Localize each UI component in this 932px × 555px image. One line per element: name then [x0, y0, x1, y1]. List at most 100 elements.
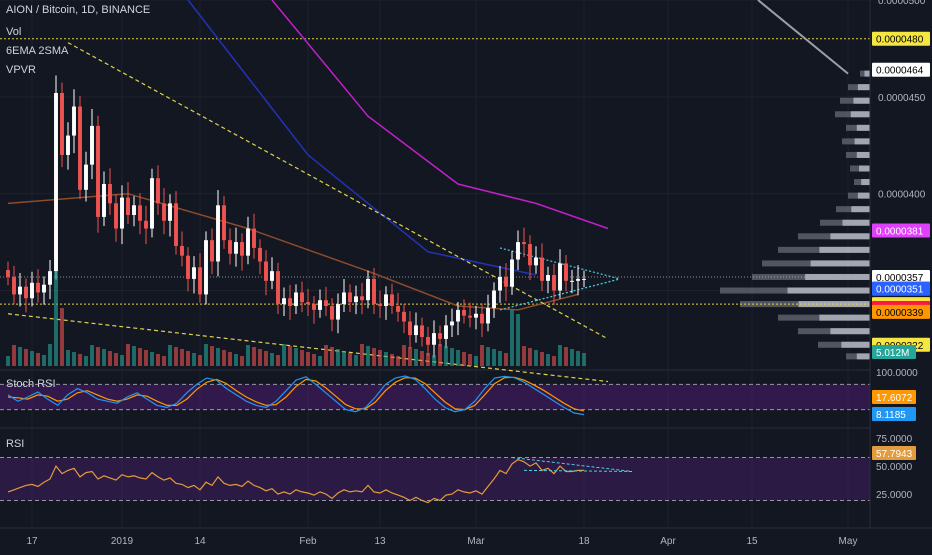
price-badge[interactable] — [872, 62, 930, 77]
candle-body[interactable] — [510, 259, 514, 287]
volume-bar[interactable] — [132, 346, 136, 366]
volume-bar[interactable] — [540, 352, 544, 366]
volume-bar[interactable] — [534, 350, 538, 366]
candle-body[interactable] — [492, 290, 496, 308]
candle-body[interactable] — [228, 240, 232, 254]
candle-body[interactable] — [564, 263, 568, 281]
volume-bar[interactable] — [492, 349, 496, 366]
ma-magenta-line[interactable] — [271, 0, 609, 230]
candle-body[interactable] — [138, 205, 142, 221]
candle-body[interactable] — [402, 311, 406, 322]
volume-bar[interactable] — [384, 352, 388, 366]
volume-bar[interactable] — [174, 347, 178, 366]
volume-bar[interactable] — [270, 353, 274, 366]
candle-body[interactable] — [42, 284, 46, 293]
volume-legend[interactable]: Vol — [6, 26, 22, 38]
volume-bar[interactable] — [294, 348, 298, 366]
candle-body[interactable] — [168, 203, 172, 221]
volume-bar[interactable] — [186, 351, 190, 366]
candle-body[interactable] — [210, 240, 214, 262]
price-badge[interactable] — [872, 31, 930, 46]
volume-bar[interactable] — [210, 346, 214, 366]
candle-body[interactable] — [528, 244, 532, 266]
candle-body[interactable] — [96, 125, 100, 217]
volume-badge[interactable] — [872, 345, 916, 359]
candle-body[interactable] — [540, 257, 544, 281]
candle-body[interactable] — [264, 261, 268, 281]
candle-body[interactable] — [576, 278, 580, 281]
volume-bar[interactable] — [336, 349, 340, 366]
volume-bar[interactable] — [6, 356, 10, 366]
volume-bar[interactable] — [222, 350, 226, 366]
volume-bar[interactable] — [516, 314, 520, 366]
candle-body[interactable] — [336, 304, 340, 320]
volume-bar[interactable] — [432, 355, 436, 366]
candle-body[interactable] — [468, 315, 472, 318]
candle-body[interactable] — [420, 325, 424, 338]
volume-bar[interactable] — [480, 345, 484, 366]
volume-bar[interactable] — [312, 354, 316, 366]
candle-body[interactable] — [294, 292, 298, 307]
volume-bar[interactable] — [264, 351, 268, 366]
volume-bar[interactable] — [414, 349, 418, 366]
candle-body[interactable] — [270, 271, 274, 281]
volume-bar[interactable] — [216, 348, 220, 366]
candle-body[interactable] — [300, 292, 304, 303]
volume-bar[interactable] — [192, 353, 196, 366]
candle-body[interactable] — [120, 197, 124, 229]
volume-bar[interactable] — [18, 347, 22, 366]
candle-body[interactable] — [582, 278, 586, 280]
candle-body[interactable] — [354, 296, 358, 303]
volume-bar[interactable] — [240, 356, 244, 366]
candle-body[interactable] — [78, 106, 82, 190]
volume-bar[interactable] — [372, 348, 376, 366]
volume-bar[interactable] — [558, 345, 562, 366]
rsi-legend[interactable]: RSI — [6, 438, 25, 450]
rsi-line[interactable] — [7, 458, 584, 504]
candle-body[interactable] — [108, 184, 112, 204]
candle-body[interactable] — [426, 337, 430, 345]
candle-body[interactable] — [234, 242, 238, 254]
volume-bar[interactable] — [474, 356, 478, 366]
volume-bar[interactable] — [390, 354, 394, 366]
candle-body[interactable] — [48, 271, 52, 285]
price-badge[interactable] — [872, 269, 930, 284]
candle-body[interactable] — [384, 294, 388, 307]
candle-body[interactable] — [246, 228, 250, 256]
volume-bar[interactable] — [72, 352, 76, 366]
candle-body[interactable] — [522, 242, 526, 245]
candle-body[interactable] — [60, 92, 64, 155]
volume-bar[interactable] — [66, 350, 70, 366]
stoch-d-line[interactable] — [7, 376, 585, 412]
candle-body[interactable] — [222, 205, 226, 241]
rsi-trend-upper[interactable] — [511, 457, 633, 472]
candle-body[interactable] — [516, 242, 520, 260]
candle-body[interactable] — [102, 184, 106, 217]
volume-bar[interactable] — [198, 355, 202, 366]
candle-body[interactable] — [276, 271, 280, 305]
candle-body[interactable] — [126, 197, 130, 215]
candle-body[interactable] — [90, 125, 94, 165]
candle-body[interactable] — [504, 276, 508, 287]
candle-body[interactable] — [408, 321, 412, 336]
volume-bar[interactable] — [342, 351, 346, 366]
volume-bar[interactable] — [300, 350, 304, 366]
candle-body[interactable] — [282, 298, 286, 305]
candle-body[interactable] — [480, 313, 484, 324]
volume-bar[interactable] — [24, 349, 28, 366]
candle-body[interactable] — [144, 220, 148, 229]
volume-bar[interactable] — [420, 351, 424, 366]
candle-body[interactable] — [474, 313, 478, 318]
volume-bar[interactable] — [462, 352, 466, 366]
candle-body[interactable] — [162, 203, 166, 221]
symbol-legend[interactable]: AION / Bitcoin, 1D, BINANCE — [6, 4, 151, 16]
volume-bar[interactable] — [246, 345, 250, 366]
volume-bar[interactable] — [282, 344, 286, 366]
candle-body[interactable] — [192, 267, 196, 279]
candle-body[interactable] — [414, 325, 418, 336]
candle-body[interactable] — [390, 294, 394, 307]
price-badge[interactable] — [872, 304, 930, 319]
candle-body[interactable] — [324, 300, 328, 307]
candle-body[interactable] — [258, 247, 262, 262]
